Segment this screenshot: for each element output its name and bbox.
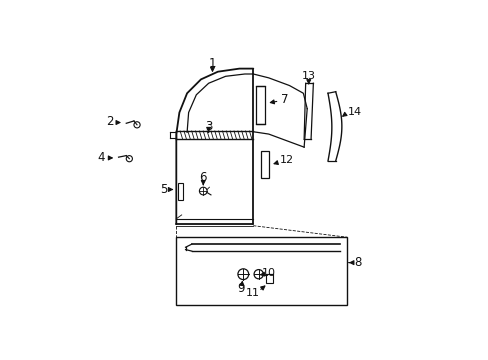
Text: 5: 5 <box>160 183 167 196</box>
Text: 7: 7 <box>281 93 288 106</box>
Bar <box>178 183 183 200</box>
Text: 12: 12 <box>280 155 294 165</box>
Bar <box>176 237 346 305</box>
Text: 1: 1 <box>208 57 216 70</box>
Text: 11: 11 <box>246 288 260 298</box>
Bar <box>266 274 272 283</box>
Text: 13: 13 <box>301 71 315 81</box>
Text: 2: 2 <box>106 115 114 128</box>
Text: 10: 10 <box>261 267 275 278</box>
Text: 6: 6 <box>199 171 206 184</box>
Text: 9: 9 <box>237 282 244 294</box>
Bar <box>256 86 264 124</box>
Text: 3: 3 <box>204 120 212 133</box>
Text: 8: 8 <box>353 256 361 269</box>
Bar <box>261 151 269 178</box>
Text: 4: 4 <box>97 150 104 164</box>
Text: 14: 14 <box>347 108 362 117</box>
